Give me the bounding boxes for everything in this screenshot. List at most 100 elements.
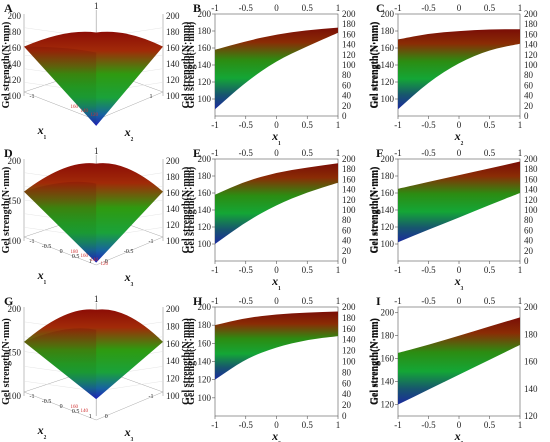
y-right-tick-label: 0 (342, 256, 347, 266)
y-right-tick-label: 0 (342, 111, 347, 121)
top-tick-label: 0.5 (302, 3, 314, 13)
y-right-tick-label: 140 (524, 40, 538, 50)
y-axis-label: Gel strength(N·mm) (369, 318, 380, 405)
y-right-tick-label: 40 (342, 91, 352, 101)
y-tick-label: 0 (105, 259, 108, 265)
panel-h: H100120140160180200020406080100120140160… (186, 294, 381, 442)
response-band (215, 27, 338, 110)
y-tick-label: 160 (198, 188, 212, 198)
panel-a: A160140120200180160140120100200180160140… (1, 1, 192, 141)
contour-label: 180 (70, 250, 78, 255)
y-tick-label: -1 (149, 239, 154, 245)
x-tick-label: -1 (211, 420, 219, 430)
y-tick-label: 120 (198, 375, 212, 385)
top-tick-label: 0.5 (302, 148, 314, 158)
z-axis-label: Gel strength(N·mm) (1, 318, 12, 405)
y-right-tick-label: 0 (342, 411, 347, 421)
y-right-tick-label: 0 (524, 256, 529, 266)
x-axis-label: x₂ (454, 129, 464, 145)
z-tick-label: 100 (8, 391, 22, 401)
y-right-tick-label: 140 (342, 185, 356, 195)
z-right-tick-label: 100 (166, 236, 180, 246)
z-tick-label: 150 (8, 196, 22, 206)
contour-label: 120 (90, 113, 98, 118)
y-right-tick-label: 200 (342, 154, 356, 164)
x-tick-label: -1 (394, 265, 402, 275)
top-tick-label: 0.5 (484, 3, 496, 13)
panel-label-b: B (193, 1, 201, 15)
x-tick-label: -0.5 (239, 120, 254, 130)
x-tick-label: 0 (457, 265, 462, 275)
surface-shade (24, 46, 97, 126)
y-tick-label: 120 (381, 77, 395, 87)
x-tick-label: -0.5 (239, 420, 254, 430)
y-right-tick-label: 140 (342, 40, 356, 50)
top-tick-label: -0.5 (421, 3, 436, 13)
y-right-tick-label: 160 (524, 29, 538, 39)
z-right-tick-label: 180 (166, 27, 180, 37)
y-tick-label: 140 (381, 377, 395, 387)
z-right-tick-label: 140 (166, 59, 180, 69)
y-right-tick-label: 180 (342, 19, 356, 29)
y-tick-label: 120 (198, 77, 212, 87)
top-tick-label: 1 (518, 3, 523, 13)
y-tick-label: 160 (198, 43, 212, 53)
y-right-tick-label: 160 (342, 29, 356, 39)
x-tick-label: 1 (518, 420, 523, 430)
z-right-tick-label: 200 (166, 156, 180, 166)
panel-label-f: F (376, 146, 383, 160)
y-right-tick-label: 200 (342, 302, 356, 312)
y-tick-label: 180 (381, 331, 395, 341)
contour-label: 140 (90, 258, 98, 263)
top-tick-label: 1 (518, 296, 523, 306)
x-tick-label: -0.5 (421, 120, 436, 130)
panel-label-g: G (4, 294, 13, 308)
panel-b: B100120140160180200020406080100120140160… (186, 1, 381, 145)
y-right-tick-label: 60 (342, 225, 352, 235)
y-right-tick-label: 80 (342, 215, 352, 225)
x-axis-label: x₁ (37, 268, 47, 284)
top-tick-label: -0.5 (421, 148, 436, 158)
panel-e: E100120140160180200020406080100120140160… (186, 146, 381, 290)
y-right-tick-label: 120 (342, 50, 356, 60)
y-axis-label: x₃ (124, 270, 134, 286)
top-tick-label: 1 (94, 1, 99, 11)
y-right-tick-label: 20 (342, 101, 352, 111)
z-right-tick-label: 180 (166, 321, 180, 331)
x-tick-label: 0.5 (484, 420, 496, 430)
contour-label: 140 (80, 109, 88, 114)
y-right-tick-label: 140 (342, 335, 356, 345)
y-right-tick-label: 100 (342, 60, 356, 70)
y-right-tick-label: 200 (524, 9, 538, 19)
y-tick-label: 120 (381, 222, 395, 232)
y-tick-label: 140 (198, 60, 212, 70)
y-tick-label: 160 (381, 188, 395, 198)
top-tick-label: 1 (94, 146, 99, 156)
y-right-axis-label: Gel strength(N·mm) (370, 22, 381, 109)
x-tick-label: 0.5 (484, 265, 496, 275)
top-tick-label: 0 (274, 148, 279, 158)
y-right-tick-label: 60 (524, 225, 534, 235)
response-band (398, 29, 520, 110)
contour-label: 160 (70, 105, 78, 110)
z-tick-label: 200 (8, 156, 22, 166)
z-tick-label: 200 (8, 304, 22, 314)
x-tick-label: -0.5 (421, 265, 436, 275)
top-tick-label: 0.5 (484, 296, 496, 306)
y-right-tick-label: 60 (342, 80, 352, 90)
y-tick-label: 100 (198, 94, 212, 104)
y-tick-label: 200 (381, 154, 395, 164)
top-tick-label: 1 (94, 294, 99, 304)
z-right-tick-label: 140 (166, 204, 180, 214)
contour-label: 160 (70, 405, 78, 410)
x-tick-label: 0.5 (302, 265, 314, 275)
y-tick-label: 200 (381, 9, 395, 19)
y-tick-label: 100 (198, 393, 212, 403)
y-tick-label: 120 (198, 222, 212, 232)
top-tick-label: 0 (274, 296, 279, 306)
y-tick-label: 180 (381, 171, 395, 181)
z-right-axis-label: Gel strength(N·mm) (181, 318, 192, 405)
x-tick-label: -1 (30, 94, 35, 100)
z-right-axis-label: Gel strength(N·mm) (181, 22, 192, 109)
